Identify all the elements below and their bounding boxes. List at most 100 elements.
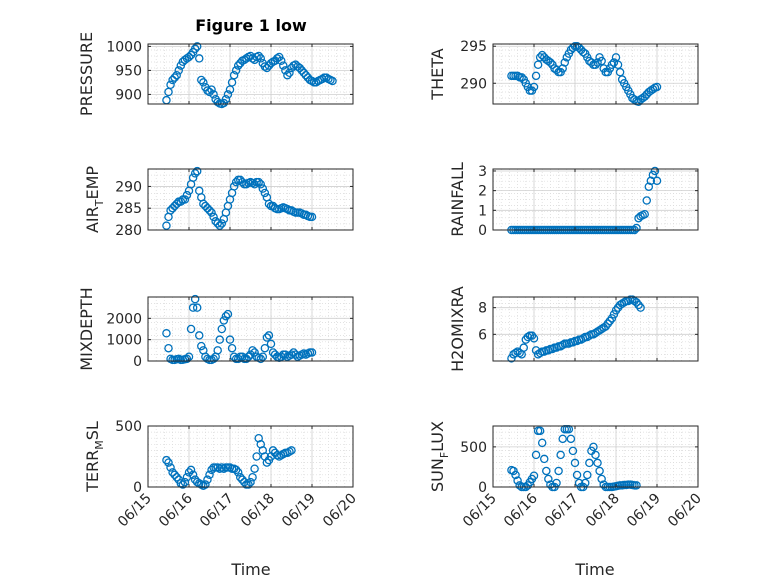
data-point bbox=[225, 335, 235, 344]
data-point bbox=[587, 58, 596, 67]
data-point bbox=[531, 450, 541, 460]
data-point bbox=[194, 331, 204, 340]
x-axis-label-right: Time bbox=[574, 560, 614, 579]
data-point bbox=[572, 470, 582, 480]
data-point bbox=[264, 331, 274, 340]
data-point bbox=[256, 179, 265, 189]
data-point bbox=[192, 303, 202, 312]
y-axis-label: SUNFLUX bbox=[428, 421, 451, 492]
data-point bbox=[540, 454, 549, 464]
data-point bbox=[250, 179, 259, 189]
data-point bbox=[182, 190, 192, 200]
y-tick-label: 500 bbox=[115, 419, 142, 435]
data-point bbox=[560, 58, 570, 67]
data-point bbox=[166, 80, 175, 90]
data-point bbox=[176, 197, 186, 206]
data-point bbox=[223, 90, 233, 99]
data-point bbox=[184, 52, 194, 62]
data-point bbox=[170, 470, 179, 480]
subplot-5: 0 1000 2000 MIXDEPTH bbox=[77, 287, 354, 371]
data-point bbox=[317, 74, 327, 84]
data-point bbox=[242, 54, 251, 63]
data-point bbox=[644, 182, 654, 191]
data-point bbox=[242, 179, 251, 189]
data-point bbox=[197, 341, 206, 351]
axes-box bbox=[492, 168, 699, 231]
data-point bbox=[597, 56, 606, 66]
data-point bbox=[648, 84, 658, 94]
data-point bbox=[652, 176, 662, 186]
data-point bbox=[254, 177, 263, 187]
y-tick-label: 8 bbox=[478, 301, 487, 317]
data-point bbox=[258, 184, 268, 193]
data-point bbox=[201, 480, 210, 489]
data-point bbox=[533, 60, 543, 69]
data-point bbox=[509, 466, 518, 476]
data-point bbox=[546, 480, 555, 489]
data-point bbox=[611, 306, 621, 315]
data-point bbox=[248, 472, 257, 482]
data-point bbox=[578, 47, 588, 57]
data-point bbox=[168, 75, 177, 85]
data-point bbox=[164, 458, 173, 467]
data-point bbox=[244, 480, 253, 489]
y-axis-label: AIRTEMP bbox=[83, 166, 106, 233]
data-point bbox=[262, 333, 272, 342]
data-point bbox=[213, 219, 222, 228]
axes-box bbox=[147, 296, 354, 362]
data-point bbox=[531, 71, 541, 81]
data-point bbox=[256, 54, 265, 63]
axes-box bbox=[147, 43, 354, 105]
data-point bbox=[613, 60, 623, 69]
data-point bbox=[248, 346, 257, 355]
x-axis-label-left: Time bbox=[230, 560, 270, 579]
data-point bbox=[307, 212, 317, 222]
data-point bbox=[568, 446, 578, 456]
data-point bbox=[609, 310, 619, 319]
data-point bbox=[591, 450, 600, 460]
data-point bbox=[227, 343, 237, 353]
data-point bbox=[262, 63, 272, 73]
data-point bbox=[238, 177, 247, 187]
data-point bbox=[513, 476, 522, 485]
data-point bbox=[162, 221, 171, 230]
data-point bbox=[188, 470, 198, 480]
data-point bbox=[611, 53, 621, 62]
data-point bbox=[301, 70, 311, 80]
data-point bbox=[276, 352, 286, 361]
data-point bbox=[607, 314, 617, 323]
data-point bbox=[248, 178, 257, 188]
data-point bbox=[180, 477, 190, 487]
data-point bbox=[244, 352, 253, 361]
y-tick-label: 0 bbox=[478, 480, 487, 496]
data-point bbox=[299, 68, 309, 78]
y-axis-label: TERRMSL bbox=[83, 421, 106, 493]
data-point bbox=[162, 455, 171, 465]
data-point bbox=[566, 434, 576, 444]
axes-box bbox=[147, 425, 354, 488]
data-point bbox=[209, 354, 218, 364]
data-point bbox=[188, 173, 198, 182]
data-point bbox=[507, 354, 516, 363]
data-point bbox=[233, 354, 243, 364]
data-point bbox=[256, 354, 265, 364]
y-tick-label: 2 bbox=[478, 184, 487, 200]
data-point bbox=[209, 212, 218, 222]
data-point bbox=[233, 61, 243, 70]
data-point bbox=[258, 352, 268, 361]
data-point bbox=[229, 182, 239, 191]
data-point bbox=[207, 85, 216, 94]
data-point bbox=[552, 65, 561, 75]
data-point bbox=[246, 477, 255, 487]
data-point bbox=[223, 309, 233, 319]
data-point bbox=[307, 76, 317, 86]
data-point bbox=[207, 208, 216, 217]
y-tick-label: 1000 bbox=[106, 333, 142, 349]
data-point bbox=[279, 61, 288, 70]
y-tick-label: 290 bbox=[460, 76, 487, 92]
data-point bbox=[529, 82, 539, 92]
data-point bbox=[172, 472, 181, 482]
data-point bbox=[283, 70, 292, 80]
data-point bbox=[250, 464, 259, 473]
data-point bbox=[268, 446, 278, 455]
